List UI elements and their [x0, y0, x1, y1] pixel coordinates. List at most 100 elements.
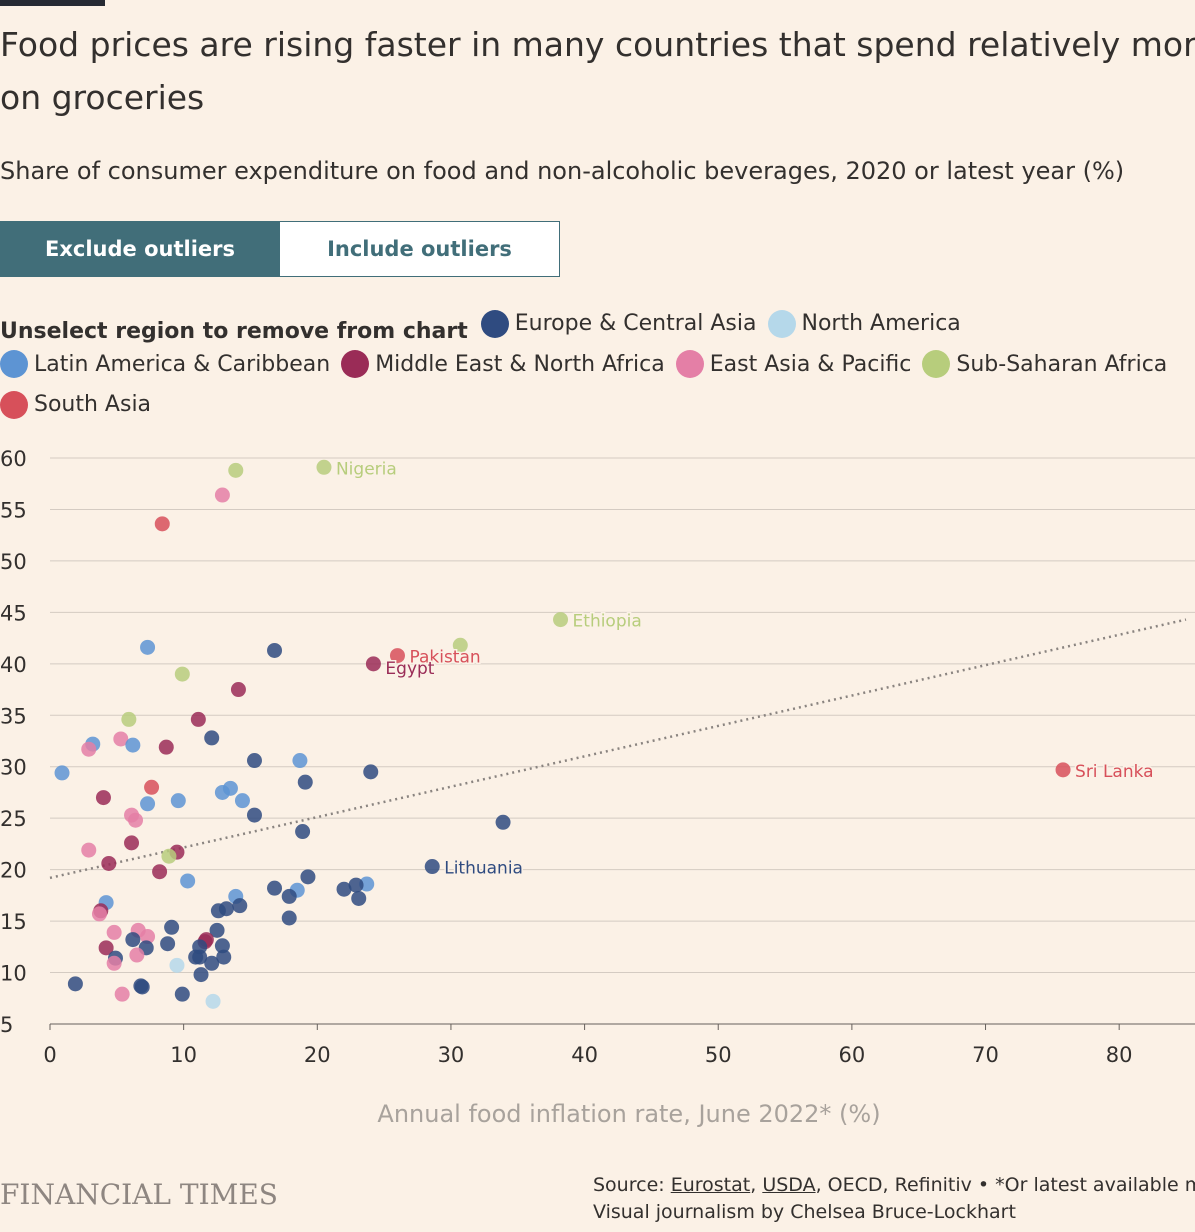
exclude-outliers-button[interactable]: Exclude outliers: [0, 221, 280, 277]
point-label: Nigeria: [336, 459, 397, 479]
y-tick-label: 50: [0, 550, 27, 574]
data-point: [161, 848, 177, 864]
source-link-usda[interactable]: USDA: [762, 1174, 816, 1196]
y-tick-label: 60: [0, 447, 27, 471]
data-point: [114, 986, 130, 1002]
data-point: [140, 929, 156, 945]
data-point: [216, 949, 232, 965]
data-point: [316, 459, 332, 475]
data-point: [246, 807, 262, 823]
data-point: [553, 612, 569, 628]
legend-label: Sub-Saharan Africa: [956, 351, 1168, 377]
legend-label: Middle East & North Africa: [375, 351, 665, 377]
legend-dot: [480, 309, 509, 338]
data-point: [128, 812, 144, 828]
data-point: [160, 936, 176, 952]
source-prefix: Source:: [593, 1174, 671, 1196]
include-outliers-button[interactable]: Include outliers: [280, 221, 560, 277]
point-label: Sri Lanka: [1075, 762, 1154, 782]
data-point: [180, 873, 196, 889]
data-point: [164, 919, 180, 935]
credit-line: Visual journalism by Chelsea Bruce-Lockh…: [593, 1201, 1016, 1223]
legend-item-latin-america-caribbean[interactable]: Latin America & Caribbean: [0, 348, 330, 381]
y-tick-label: 15: [0, 910, 27, 934]
data-point: [106, 955, 122, 971]
data-point: [174, 986, 190, 1002]
legend-item-south-asia[interactable]: South Asia: [0, 388, 151, 421]
data-point: [144, 779, 160, 795]
legend-item-sub-saharan-africa[interactable]: Sub-Saharan Africa: [922, 348, 1167, 381]
point-label: Pakistan: [409, 648, 480, 668]
legend-label: North America: [801, 311, 961, 336]
ft-logo: FINANCIAL TIMES: [0, 1178, 278, 1211]
data-point: [192, 949, 208, 965]
data-point: [281, 888, 297, 904]
legend-dot: [675, 350, 704, 378]
data-point: [169, 957, 185, 973]
data-point: [158, 739, 174, 755]
legend-label: Europe & Central Asia: [514, 311, 757, 336]
x-tick-label: 30: [438, 1043, 465, 1067]
data-point: [297, 774, 313, 790]
x-tick-label: 20: [304, 1043, 331, 1067]
data-point: [348, 877, 364, 893]
x-tick-label: 40: [571, 1043, 598, 1067]
data-point: [365, 656, 381, 672]
data-point: [267, 642, 283, 658]
chart-subtitle: Share of consumer expenditure on food an…: [0, 157, 1125, 185]
data-point: [495, 814, 511, 830]
legend-item-east-asia-pacific[interactable]: East Asia & Pacific: [675, 348, 912, 381]
scatter-chart: 5 10 15 20 25 30 35 40 45 50 55 60 0 10 20 30 40 50 60 70 80…: [0, 447, 1195, 1128]
data-point: [281, 910, 297, 926]
data-point: [106, 924, 122, 940]
data-point: [129, 947, 145, 963]
data-point: [124, 835, 140, 851]
data-point: [452, 637, 468, 653]
data-point: [204, 730, 220, 746]
data-point: [246, 753, 262, 769]
data-point: [67, 976, 83, 992]
data-point: [300, 869, 316, 885]
legend-dot: [0, 390, 28, 419]
y-tick-label: 5: [0, 1013, 13, 1037]
data-point: [154, 516, 170, 532]
legend-dot: [0, 350, 28, 378]
data-point: [190, 711, 206, 727]
legend-dot: [767, 309, 796, 338]
source-line: Source: Eurostat, USDA, OECD, Refinitiv …: [593, 1172, 1195, 1199]
y-tick-label: 55: [0, 498, 27, 522]
legend-item-middle-east-north-africa[interactable]: Middle East & North Africa: [341, 348, 665, 381]
x-tick-label: 50: [705, 1043, 732, 1067]
data-point: [113, 731, 129, 747]
x-tick-label: 0: [43, 1043, 56, 1067]
x-tick-label: 60: [839, 1043, 866, 1067]
legend-item-europe-central-asia[interactable]: Europe & Central Asia: [480, 307, 757, 340]
source-rest: , OECD, Refinitiv • *Or latest available…: [815, 1174, 1195, 1196]
legend-label: East Asia & Pacific: [709, 351, 912, 377]
x-tick-label: 70: [972, 1043, 999, 1067]
ft-top-rule: [0, 0, 105, 6]
data-point: [81, 741, 97, 757]
data-point: [351, 890, 367, 906]
data-point: [95, 790, 111, 806]
y-tick-label: 35: [0, 704, 27, 728]
outlier-toggle: Exclude outliers Include outliers: [0, 221, 560, 277]
data-point: [54, 765, 70, 781]
data-point: [193, 967, 209, 983]
legend-item-north-america[interactable]: North America: [767, 307, 961, 340]
y-tick-label: 45: [0, 601, 27, 625]
y-tick-label: 20: [0, 859, 27, 883]
source-link-eurostat[interactable]: Eurostat: [670, 1174, 751, 1196]
data-point: [336, 881, 352, 897]
data-point: [125, 932, 141, 948]
data-point: [363, 764, 379, 780]
data-point: [140, 796, 156, 812]
data-point: [91, 906, 107, 922]
data-point: [424, 859, 440, 875]
data-point: [205, 993, 221, 1009]
data-point: [98, 940, 114, 956]
data-point: [170, 793, 186, 809]
data-point: [81, 842, 97, 858]
data-point: [1055, 762, 1071, 778]
data-point: [174, 666, 190, 682]
